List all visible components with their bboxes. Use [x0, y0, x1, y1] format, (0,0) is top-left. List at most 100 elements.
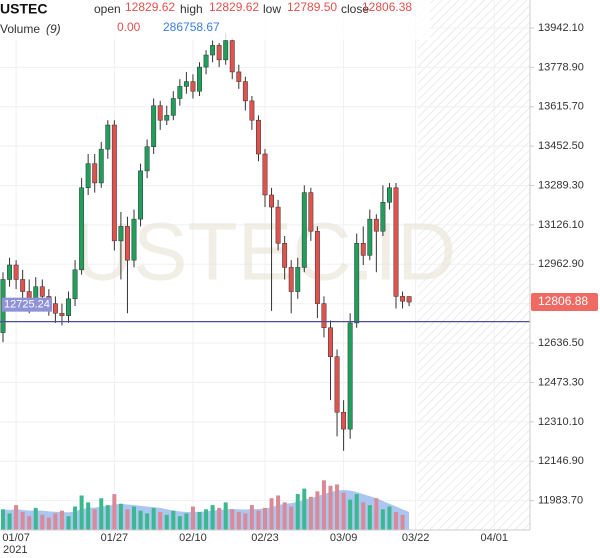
- candle-body: [301, 192, 307, 268]
- candle-body: [341, 411, 347, 430]
- candle-body: [98, 148, 104, 184]
- candle-body: [262, 153, 268, 196]
- candle-body: [7, 264, 12, 280]
- volume-bar: [118, 503, 123, 530]
- candle-body: [314, 230, 320, 304]
- volume-bar: [295, 494, 300, 530]
- candle-body: [151, 105, 157, 147]
- y-tick-label: 12636.50: [538, 337, 584, 349]
- candle-body: [380, 201, 386, 232]
- x-tick-label: 03/22: [402, 532, 430, 544]
- volume-bar: [59, 510, 64, 530]
- candle-body: [347, 322, 353, 430]
- candle-body: [85, 163, 91, 189]
- high-label: high: [180, 2, 203, 16]
- volume-bar: [132, 506, 136, 530]
- candle-body: [39, 286, 45, 297]
- volume-bar: [33, 507, 38, 530]
- volume-bar: [27, 516, 32, 530]
- candle-body: [118, 226, 124, 242]
- volume-bar: [348, 499, 353, 530]
- volume-bar: [374, 498, 379, 530]
- x-year-label: 2021: [3, 544, 27, 556]
- volume-bar: [7, 513, 12, 530]
- volume-bar: [217, 507, 222, 530]
- candle-body: [406, 296, 412, 303]
- volume-bar: [66, 516, 71, 530]
- volume-bar: [1, 509, 5, 530]
- candle-body: [242, 81, 248, 102]
- candle-body: [288, 267, 294, 292]
- volume-bar: [230, 509, 235, 530]
- x-tick-label: 02/10: [179, 532, 207, 544]
- candle-body: [216, 45, 222, 61]
- volume-bar: [236, 512, 241, 530]
- volume-bar: [361, 502, 366, 530]
- volume-bar: [335, 484, 340, 530]
- y-tick-label: 12310.10: [538, 416, 584, 428]
- volume-bar: [321, 480, 326, 530]
- candle-body: [256, 119, 261, 155]
- candle-body: [190, 81, 196, 92]
- candles: 12725.24: [0, 33, 530, 451]
- candle-body: [334, 356, 340, 413]
- volume-bar: [308, 496, 313, 530]
- candle-body: [321, 303, 327, 329]
- candle-body: [20, 279, 26, 292]
- volume-bar: [171, 510, 176, 530]
- x-tick-label: 04/01: [480, 532, 508, 544]
- volume-bar: [164, 514, 169, 530]
- open-value: 12829.62: [125, 0, 175, 14]
- volume-bar: [86, 502, 91, 530]
- open-label: open: [94, 2, 121, 16]
- volume-bar: [197, 512, 202, 530]
- candle-body: [59, 313, 65, 316]
- volume-bar: [184, 513, 189, 530]
- candle-body: [177, 86, 183, 99]
- volume-bar: [276, 495, 281, 530]
- symbol: USTEC: [0, 1, 47, 17]
- candle-body: [79, 187, 85, 271]
- volume-bar: [328, 485, 333, 530]
- candle-body: [164, 115, 170, 121]
- candle-body: [367, 218, 373, 256]
- volume-bar: [354, 494, 359, 530]
- candle-body: [144, 146, 150, 172]
- volume-bar: [400, 514, 405, 530]
- volume-ma-area: [3, 489, 410, 530]
- price-line-label: 12725.24: [4, 299, 50, 311]
- y-tick-label: 13778.90: [538, 61, 584, 73]
- volume-bar: [243, 513, 248, 530]
- candle-body: [249, 100, 255, 121]
- y-tick-label: 13942.10: [538, 22, 584, 34]
- volume-bar: [210, 505, 215, 530]
- candle-body: [393, 187, 399, 297]
- y-tick-label: 11983.70: [538, 495, 583, 507]
- candle-body: [275, 206, 281, 244]
- candle-body: [138, 170, 144, 220]
- candle-body: [282, 243, 288, 268]
- low-value: 12789.50: [287, 0, 337, 14]
- volume-bar: [79, 495, 84, 530]
- candle-body: [210, 45, 216, 56]
- volume-label: Volume: [0, 22, 40, 36]
- volume-bar: [380, 509, 385, 530]
- volume-ma-value: 286758.67: [163, 20, 220, 34]
- volume-bar: [105, 505, 110, 530]
- candle-body: [328, 327, 333, 357]
- volume-bar: [394, 512, 398, 530]
- candle-body: [131, 218, 137, 261]
- candle-body: [72, 269, 78, 300]
- volume-pane: [1, 480, 410, 530]
- volume-bar: [125, 509, 130, 530]
- volume-bar: [112, 494, 117, 530]
- candle-body: [197, 66, 202, 92]
- y-tick-label: 13126.10: [538, 219, 584, 231]
- axes: 11983.70 12146.90 12310.10 12473.30 12636.50…: [2, 22, 598, 544]
- volume-value: 0.00: [117, 20, 141, 34]
- high-value: 12829.62: [209, 0, 259, 14]
- x-tick-label: 01/07: [2, 532, 30, 544]
- close-label: close: [341, 2, 369, 16]
- volume-bar: [367, 505, 372, 530]
